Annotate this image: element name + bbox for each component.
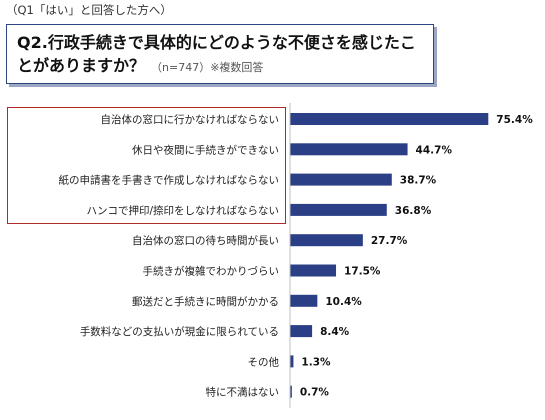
category-label: 自治体の窓口の待ち時間が長い <box>132 234 279 247</box>
bar <box>290 234 363 247</box>
value-label: 17.5% <box>344 266 381 278</box>
value-label: 75.4% <box>496 114 533 126</box>
bar <box>290 143 408 156</box>
bar <box>290 355 294 368</box>
category-label: 手続きが複雑でわかりづらい <box>143 265 280 278</box>
question-title: Q2.行政手続きで具体的にどのような不便さを感じたことがありますか？ <box>17 33 416 75</box>
bar <box>290 203 387 216</box>
bar <box>290 113 489 125</box>
value-label: 0.7% <box>300 387 330 399</box>
question-text: Q2.行政手続きで具体的にどのような不便さを感じたことがありますか？ （n=747… <box>17 31 429 79</box>
bar <box>290 264 337 277</box>
question-box: Q2.行政手続きで具体的にどのような不便さを感じたことがありますか？ （n=747… <box>6 24 434 84</box>
category-label: 手数料などの支払いが現金に限られている <box>80 325 279 338</box>
category-label: 休日や夜間に手続きができない <box>132 143 279 156</box>
bar <box>290 294 318 307</box>
highlight-frame <box>7 107 286 224</box>
category-label: ハンコで押印/捺印をしなければならない <box>86 204 279 217</box>
bar <box>290 325 313 338</box>
value-label: 10.4% <box>325 296 362 308</box>
value-label: 8.4% <box>320 326 350 338</box>
value-label: 36.8% <box>395 205 432 217</box>
value-label: 38.7% <box>400 175 437 187</box>
category-label: 特に不満はない <box>206 387 280 399</box>
value-label: 27.7% <box>371 235 408 247</box>
category-label: 紙の申請書を手書きで作成しなければならない <box>59 174 280 187</box>
question-sample-note: （n=747）※複数回答 <box>151 61 264 74</box>
category-label: その他 <box>248 355 280 368</box>
bar <box>290 173 392 186</box>
category-label: 郵送だと手続きに時間がかかる <box>132 295 279 308</box>
bar <box>290 385 292 398</box>
value-label: 1.3% <box>301 356 331 368</box>
value-label: 44.7% <box>416 144 453 156</box>
respondent-note: （Q1「はい」と回答した方へ） <box>6 3 172 17</box>
category-label: 自治体の窓口に行かなければならない <box>101 113 280 126</box>
